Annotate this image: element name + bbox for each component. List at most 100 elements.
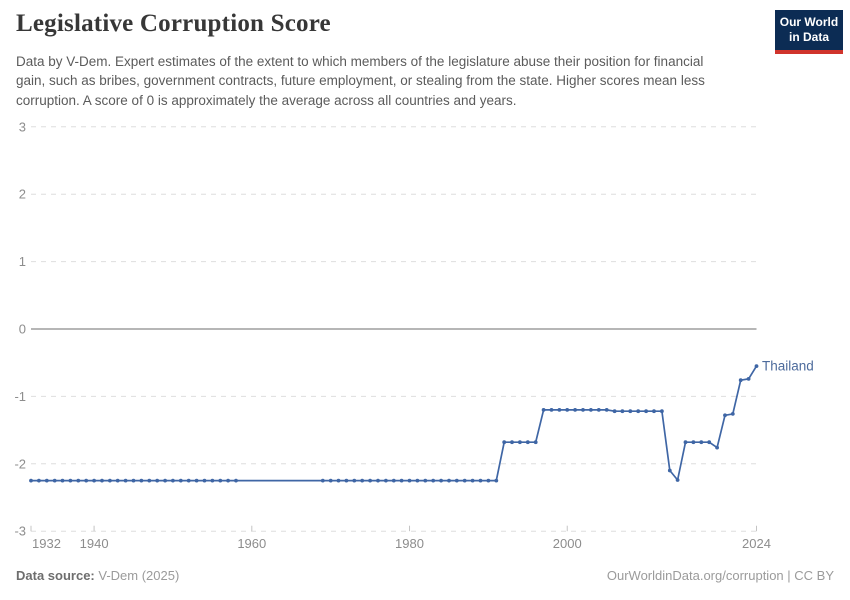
x-tick-label: 1960 xyxy=(237,536,266,551)
data-point-marker xyxy=(171,478,175,483)
data-point-marker xyxy=(573,408,577,412)
data-point-marker xyxy=(723,413,727,418)
data-point-marker xyxy=(76,478,81,483)
data-point-marker xyxy=(581,408,585,412)
data-point-marker xyxy=(194,478,199,483)
data-point-marker xyxy=(533,440,538,445)
x-tick-label: 1980 xyxy=(395,536,424,551)
x-tick-label: 1932 xyxy=(32,536,61,551)
data-point-marker xyxy=(612,409,617,414)
data-point-marker xyxy=(486,478,491,483)
data-point-marker xyxy=(667,468,672,473)
data-source-label: Data source: xyxy=(16,568,95,583)
chart-title: Legislative Corruption Score xyxy=(16,10,331,37)
data-point-marker xyxy=(604,408,609,412)
data-point-marker xyxy=(52,478,57,483)
x-tick-label: 1940 xyxy=(80,536,109,551)
data-point-marker xyxy=(644,409,648,414)
owid-logo[interactable]: Our World in Data xyxy=(775,10,843,54)
chart-footer: Data source: V-Dem (2025) OurWorldinData… xyxy=(16,568,834,583)
data-point-marker xyxy=(115,478,120,483)
data-source: Data source: V-Dem (2025) xyxy=(16,568,179,583)
data-point-marker xyxy=(320,478,325,483)
data-point-marker xyxy=(439,478,443,483)
data-point-marker xyxy=(218,478,223,483)
data-point-marker xyxy=(675,478,680,482)
data-source-value: V-Dem (2025) xyxy=(94,568,180,583)
data-point-marker xyxy=(123,478,128,483)
data-point-marker xyxy=(447,478,451,483)
data-point-marker xyxy=(596,408,601,412)
data-point-marker xyxy=(108,478,112,483)
data-point-marker xyxy=(368,478,372,483)
y-tick-label: -3 xyxy=(14,524,26,539)
data-point-marker xyxy=(525,440,530,445)
data-point-marker xyxy=(715,445,719,450)
data-point-marker xyxy=(494,478,499,483)
data-point-marker xyxy=(754,364,759,368)
data-point-marker xyxy=(155,478,160,483)
data-point-marker xyxy=(628,409,633,414)
data-point-marker xyxy=(565,408,570,412)
data-point-marker xyxy=(478,478,483,483)
data-point-marker xyxy=(100,478,104,483)
line-chart[interactable]: 3 2 1 0 -1 -2 -3 1932 1940 1960 1980 2000 2024 Thaila… xyxy=(0,0,850,560)
data-point-marker xyxy=(738,378,743,383)
data-point-marker xyxy=(147,478,152,483)
data-point-marker xyxy=(683,440,688,445)
data-point-marker xyxy=(163,478,168,483)
data-point-marker xyxy=(549,408,554,412)
owid-logo-line1: Our World xyxy=(779,15,839,29)
data-point-marker xyxy=(462,478,467,483)
data-point-marker xyxy=(352,478,357,483)
data-point-marker xyxy=(131,478,136,483)
footer-citation-link[interactable]: OurWorldinData.org/corruption | CC BY xyxy=(606,568,834,583)
data-point-marker xyxy=(691,440,696,445)
data-point-marker xyxy=(384,478,388,483)
data-point-marker xyxy=(336,478,341,483)
data-point-marker xyxy=(407,478,412,483)
data-point-marker xyxy=(730,412,735,416)
data-point-marker xyxy=(510,440,514,445)
data-point-marker xyxy=(139,478,144,483)
owid-logo-line2: in Data xyxy=(788,30,829,44)
x-tick-label: 2000 xyxy=(553,536,582,551)
data-point-marker xyxy=(344,478,349,483)
data-point-marker xyxy=(707,440,712,445)
data-point-marker xyxy=(328,478,333,483)
data-point-marker xyxy=(415,478,420,483)
y-tick-label: 0 xyxy=(19,322,26,337)
y-tick-label: -2 xyxy=(14,456,26,471)
data-point-marker xyxy=(226,478,231,483)
series-label-thailand[interactable]: Thailand xyxy=(762,359,814,374)
data-point-marker xyxy=(210,478,215,483)
data-point-marker xyxy=(746,377,751,381)
data-point-marker xyxy=(518,440,522,445)
x-tick-label: 2024 xyxy=(742,536,771,551)
data-point-marker xyxy=(423,478,428,483)
chart-subtitle: Data by V-Dem. Expert estimates of the e… xyxy=(16,54,705,108)
data-point-marker xyxy=(84,478,89,483)
data-point-marker xyxy=(470,478,475,483)
data-point-marker xyxy=(202,478,207,483)
data-point-marker xyxy=(376,478,380,483)
data-point-marker xyxy=(502,440,507,445)
y-tick-label: 2 xyxy=(19,187,26,202)
data-point-marker xyxy=(454,478,459,483)
data-point-marker xyxy=(68,478,73,483)
data-point-marker xyxy=(652,409,656,414)
data-point-marker xyxy=(589,408,593,412)
data-point-marker xyxy=(636,409,641,414)
data-point-marker xyxy=(29,478,33,483)
data-point-marker xyxy=(178,478,183,483)
data-point-marker xyxy=(92,478,96,483)
footer-citation[interactable]: OurWorldinData.org/corruption | CC BY xyxy=(607,568,834,583)
data-point-marker xyxy=(557,408,562,412)
y-tick-label: 1 xyxy=(19,254,26,269)
data-point-marker xyxy=(60,478,65,483)
data-point-marker xyxy=(44,478,49,483)
data-point-marker xyxy=(37,478,41,483)
data-point-marker xyxy=(186,478,191,483)
y-tick-label: -1 xyxy=(14,389,26,404)
